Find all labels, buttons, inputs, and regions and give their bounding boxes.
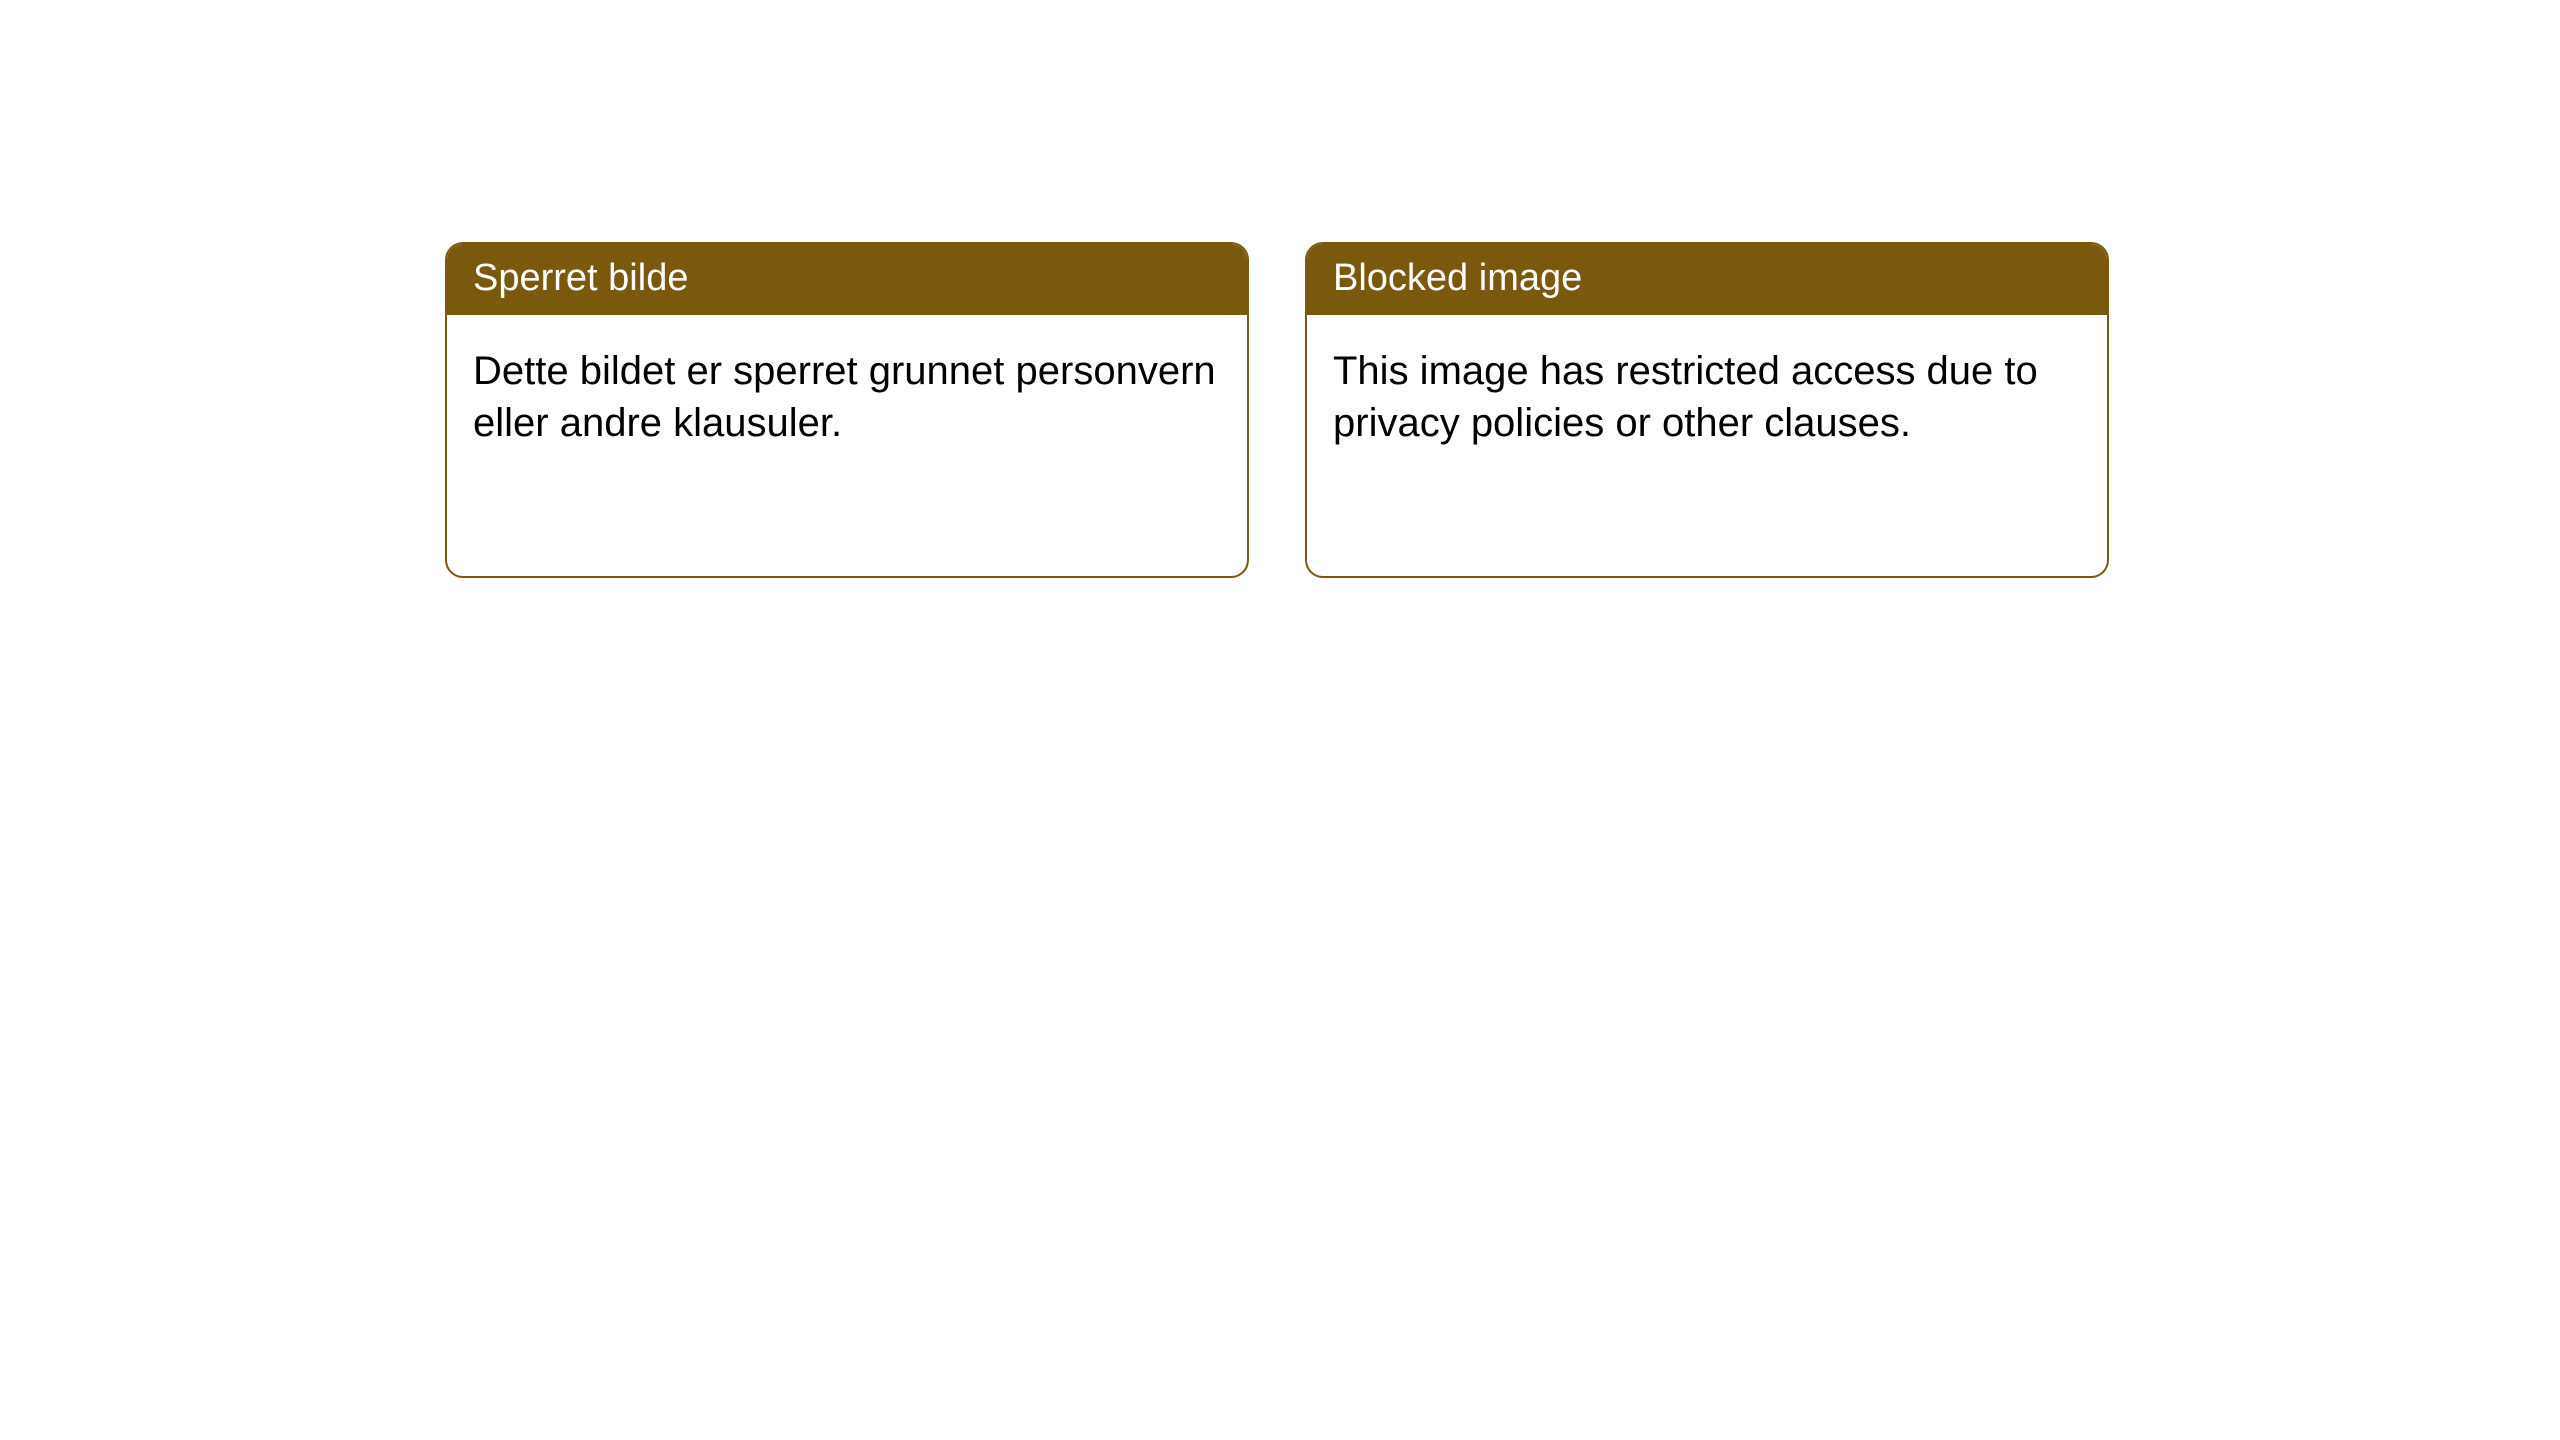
notice-container: Sperret bilde Dette bildet er sperret gr… (0, 0, 2560, 578)
notice-body: Dette bildet er sperret grunnet personve… (447, 315, 1247, 479)
notice-card-english: Blocked image This image has restricted … (1305, 242, 2109, 578)
notice-body: This image has restricted access due to … (1307, 315, 2107, 479)
notice-header: Sperret bilde (447, 244, 1247, 315)
notice-header: Blocked image (1307, 244, 2107, 315)
notice-card-norwegian: Sperret bilde Dette bildet er sperret gr… (445, 242, 1249, 578)
